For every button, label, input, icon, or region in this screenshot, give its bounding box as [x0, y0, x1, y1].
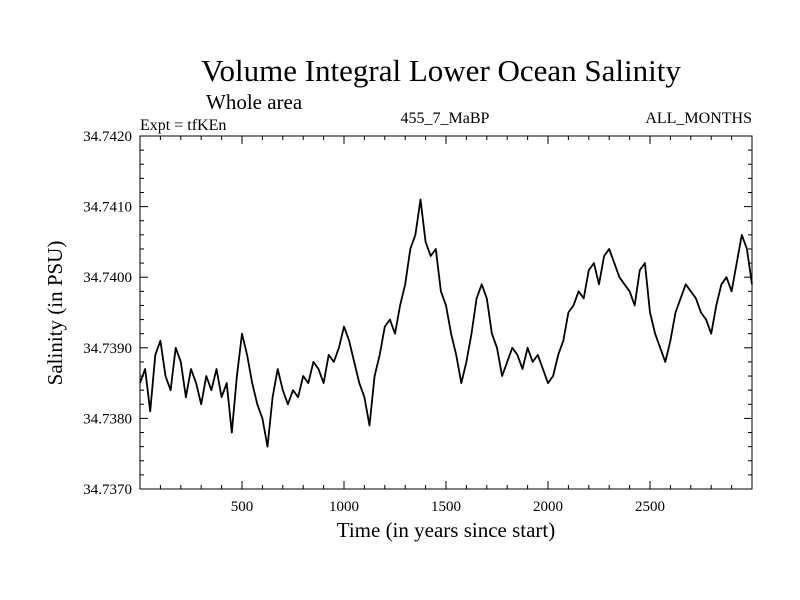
y-tick-label: 34.7370 [83, 482, 132, 498]
y-tick-label: 34.7390 [83, 341, 132, 357]
chart-subtitle: Whole area [206, 90, 303, 114]
x-axis-label: Time (in years since start) [337, 518, 556, 542]
x-tick-label: 500 [231, 499, 254, 515]
y-axis-label: Salinity (in PSU) [43, 241, 67, 386]
salinity-series-line [139, 198, 753, 448]
y-tick-label: 34.7420 [83, 129, 132, 145]
x-tick-label: 2000 [533, 499, 563, 515]
y-tick-label: 34.7380 [83, 411, 132, 427]
plot-frame [139, 135, 753, 490]
chart-title: Volume Integral Lower Ocean Salinity [201, 53, 681, 88]
x-tick-label: 1000 [329, 499, 359, 515]
series-line-layer [139, 198, 753, 448]
run-label: 455_7_MaBP [401, 110, 490, 127]
x-tick-label: 1500 [431, 499, 461, 515]
x-tick-label: 2500 [635, 499, 665, 515]
y-tick-label: 34.7400 [83, 270, 132, 286]
experiment-label: Expt = tfKEn [140, 117, 226, 134]
y-tick-label: 34.7410 [83, 200, 132, 216]
months-label: ALL_MONTHS [645, 110, 752, 127]
axis-ticks: 500 1000 1500 2000 2500 34.7370 34.7380 34.7390… [83, 129, 752, 515]
